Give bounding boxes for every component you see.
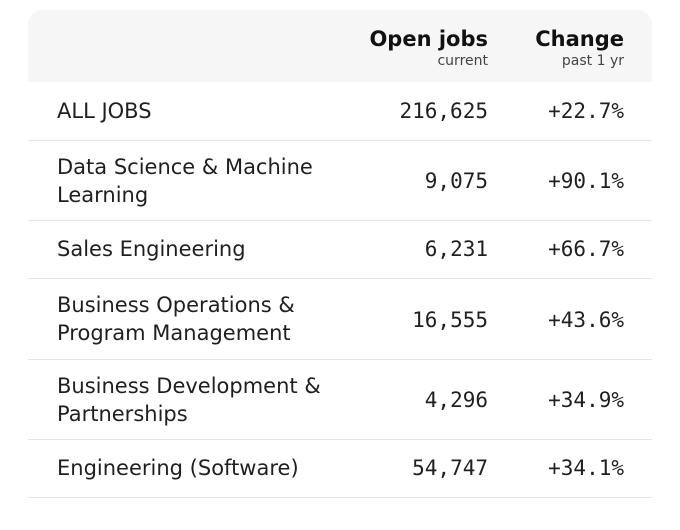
open-jobs-cell: 16,555 [412, 308, 488, 332]
table-header: Open jobs current Change past 1 yr [28, 10, 652, 82]
category-cell: Business Operations & Program Management [57, 293, 295, 345]
open-jobs-cell: 54,747 [412, 456, 488, 480]
table-body: ALL JOBS 216,625 +22.7% Data Science & M… [28, 82, 652, 530]
table-row: ALL JOBS 216,625 +22.7% [28, 82, 652, 140]
jobs-table-card: Open jobs current Change past 1 yr ALL J… [28, 10, 652, 530]
category-cell: Data Science & Machine Learning [57, 155, 313, 207]
change-column-header: Change past 1 yr [535, 26, 624, 70]
table-row: Data Science & Machine Learning 9,075 +9… [28, 140, 652, 220]
table-row: Sales Engineering 6,231 +66.7% [28, 220, 652, 278]
open-jobs-cell: 6,231 [424, 237, 488, 261]
change-cell: +43.6% [548, 308, 624, 332]
change-header-subtitle: past 1 yr [561, 53, 624, 69]
change-cell: +22.7% [548, 99, 624, 123]
open-jobs-header-subtitle: current [437, 53, 488, 69]
category-cell: Engineering (Software) [57, 456, 299, 480]
open-jobs-cell: 9,075 [424, 169, 488, 193]
change-cell: +34.1% [548, 456, 624, 480]
open-jobs-header-title: Open jobs [369, 27, 488, 51]
change-cell: +66.7% [548, 237, 624, 261]
change-cell: +90.1% [548, 169, 624, 193]
category-cell: Business Development & Partnerships [57, 374, 321, 426]
category-cell: ALL JOBS [57, 99, 152, 123]
table-row: Business Operations & Program Management… [28, 278, 652, 359]
open-jobs-cell: 4,296 [424, 388, 488, 412]
open-jobs-cell: 216,625 [399, 99, 488, 123]
change-cell: +34.9% [548, 388, 624, 412]
change-header-title: Change [535, 27, 624, 51]
category-cell: Sales Engineering [57, 237, 246, 261]
table-row: Business Development & Partnerships 4,29… [28, 359, 652, 439]
table-row [28, 497, 652, 530]
open-jobs-column-header: Open jobs current [369, 26, 488, 70]
table-row: Engineering (Software) 54,747 +34.1% [28, 439, 652, 497]
